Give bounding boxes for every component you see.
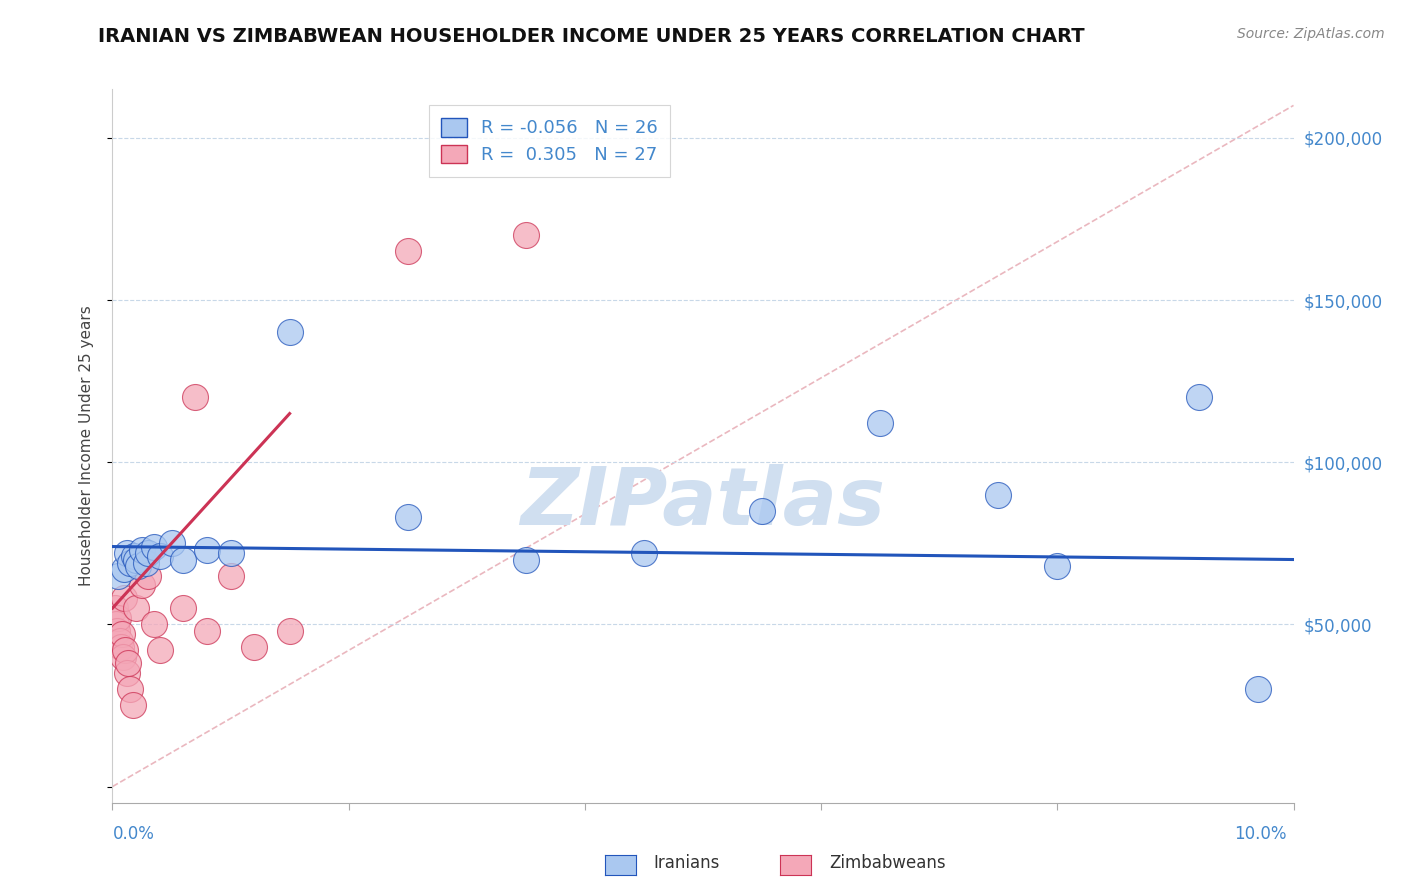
- Point: [149, 643, 172, 657]
- Point: [105, 624, 128, 638]
- Point: [105, 617, 128, 632]
- Point: [112, 591, 135, 606]
- Point: [112, 649, 135, 664]
- Text: 10.0%: 10.0%: [1234, 825, 1286, 843]
- Point: [115, 666, 138, 681]
- Point: [396, 510, 419, 524]
- Point: [111, 627, 134, 641]
- Point: [195, 624, 218, 638]
- Point: [751, 504, 773, 518]
- Point: [633, 546, 655, 560]
- Point: [1188, 390, 1211, 404]
- Point: [184, 390, 207, 404]
- Point: [136, 546, 159, 560]
- Point: [172, 601, 194, 615]
- Text: Source: ZipAtlas.com: Source: ZipAtlas.com: [1237, 27, 1385, 41]
- Point: [1247, 682, 1270, 697]
- Point: [127, 559, 149, 574]
- Point: [112, 562, 135, 576]
- Point: [115, 546, 138, 560]
- Point: [108, 633, 131, 648]
- Point: [219, 546, 242, 560]
- Text: Iranians: Iranians: [654, 855, 720, 872]
- Point: [195, 542, 218, 557]
- Text: 0.0%: 0.0%: [112, 825, 155, 843]
- Text: ZIPatlas: ZIPatlas: [520, 464, 886, 542]
- Point: [396, 244, 419, 259]
- Point: [125, 601, 148, 615]
- Point: [135, 556, 157, 570]
- Y-axis label: Householder Income Under 25 years: Householder Income Under 25 years: [79, 306, 94, 586]
- Text: IRANIAN VS ZIMBABWEAN HOUSEHOLDER INCOME UNDER 25 YEARS CORRELATION CHART: IRANIAN VS ZIMBABWEAN HOUSEHOLDER INCOME…: [98, 27, 1085, 45]
- Point: [120, 682, 142, 697]
- Point: [1046, 559, 1069, 574]
- Point: [515, 228, 537, 243]
- Point: [149, 549, 172, 564]
- Point: [110, 640, 132, 654]
- Point: [117, 657, 139, 671]
- Point: [278, 624, 301, 638]
- Point: [219, 568, 242, 582]
- Point: [104, 601, 127, 615]
- Point: [120, 556, 142, 570]
- Point: [122, 549, 145, 564]
- Point: [987, 488, 1010, 502]
- Point: [160, 536, 183, 550]
- Point: [515, 552, 537, 566]
- Point: [121, 698, 143, 713]
- Legend: R = -0.056   N = 26, R =  0.305   N = 27: R = -0.056 N = 26, R = 0.305 N = 27: [429, 105, 671, 177]
- Point: [125, 552, 148, 566]
- Point: [136, 568, 159, 582]
- Point: [107, 611, 129, 625]
- Point: [243, 640, 266, 654]
- Point: [142, 617, 165, 632]
- Text: Zimbabweans: Zimbabweans: [830, 855, 946, 872]
- Point: [869, 417, 891, 431]
- Point: [114, 643, 136, 657]
- Point: [278, 326, 301, 340]
- Point: [131, 578, 153, 592]
- Point: [131, 542, 153, 557]
- Point: [172, 552, 194, 566]
- Point: [142, 540, 165, 554]
- Point: [107, 568, 129, 582]
